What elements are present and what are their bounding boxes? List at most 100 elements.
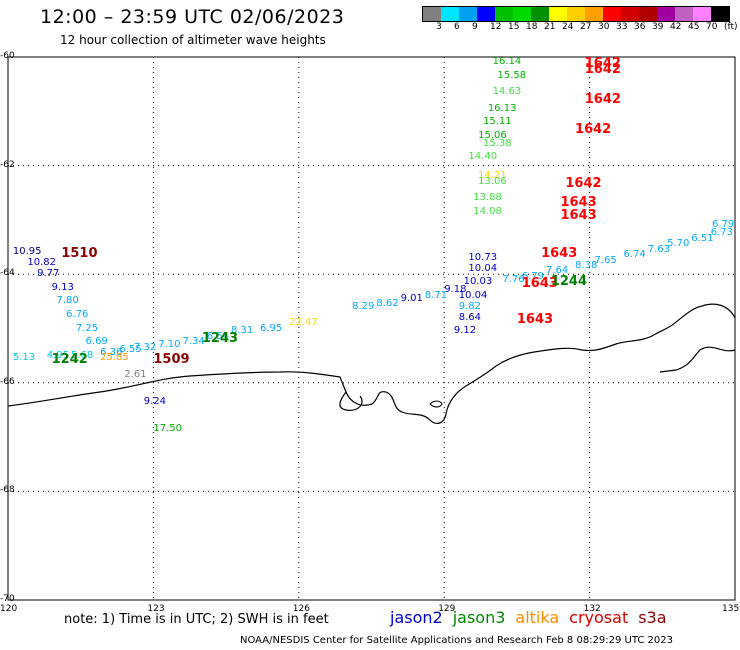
wave-height-value: 10.03	[463, 276, 493, 288]
satellite-name: jason2	[390, 608, 443, 627]
legend-label: 36	[634, 22, 646, 32]
wave-height-value: 6.55	[119, 344, 142, 356]
satellite-name: s3a	[638, 608, 667, 627]
latitude-tick-label: -64	[0, 268, 15, 279]
legend-swatch	[477, 7, 495, 21]
wave-height-value: 6.69	[85, 336, 108, 348]
longitude-tick-label: 132	[583, 604, 601, 614]
legend-label: 12	[490, 22, 502, 32]
legend-label: 9	[472, 22, 478, 32]
legend-label: 3	[436, 22, 442, 32]
longitude-tick-label: 135	[722, 604, 740, 614]
pass-number: 1643	[560, 208, 597, 224]
wave-height-value: 8.38	[575, 260, 598, 272]
legend-swatch	[441, 7, 459, 21]
wave-height-value: 7.63	[647, 243, 671, 255]
wave-height-value: 7.34	[182, 336, 205, 348]
legend-label: 42	[670, 22, 682, 32]
wave-height-value: 14.63	[492, 86, 522, 98]
pass-number: 1642	[584, 91, 621, 107]
wave-height-value: 22.47	[289, 317, 318, 329]
wave-height-value: 9.77	[37, 268, 60, 280]
wave-height-value: 6.76	[66, 308, 89, 320]
legend-swatch	[423, 7, 441, 21]
legend-label: 39	[652, 22, 664, 32]
legend-swatch	[675, 7, 693, 21]
wave-height-value: 7.80	[56, 295, 79, 307]
wave-height-value: 6.79	[712, 219, 735, 231]
pass-number: 1643	[560, 194, 597, 210]
pass-number: 1244	[550, 273, 587, 289]
longitude-tick-label: 126	[292, 604, 310, 614]
legend-label: 30	[598, 22, 610, 32]
legend-label: 70	[706, 22, 718, 32]
wave-height-value: 7.32	[134, 341, 157, 353]
pass-number: 1643	[521, 276, 558, 292]
wave-height-value: 25.85	[100, 352, 129, 364]
wave-height-value: 6.73	[710, 227, 734, 239]
legend-label: 27	[580, 22, 592, 32]
satellite-legend: jason2 jason3 altika cryosat s3a	[390, 608, 677, 627]
wave-height-value: 10.95	[12, 246, 42, 258]
pass-number: 1509	[153, 352, 190, 368]
wave-height-value: 9.24	[143, 395, 166, 407]
legend-swatch	[693, 7, 711, 21]
pass-number: 1642	[565, 175, 602, 191]
legend-swatch	[711, 7, 729, 21]
wave-height-value: 2.61	[124, 368, 147, 380]
satellite-name: cryosat	[569, 608, 629, 627]
latitude-tick-label: -62	[0, 159, 15, 170]
wave-height-value: 8.71	[424, 289, 448, 301]
coastline-island	[429, 400, 443, 408]
legend-label: 24	[562, 22, 574, 32]
latitude-tick-label: -70	[0, 594, 15, 604]
wave-height-value: 15.38	[482, 137, 512, 149]
wave-height-value: 9.01	[400, 292, 423, 304]
legend-label: 21	[544, 22, 556, 32]
legend-swatch	[459, 7, 477, 21]
wave-height-value: 8.29	[352, 300, 375, 312]
wave-height-value: 15.11	[482, 116, 512, 128]
wave-height-value: 6.54	[206, 330, 229, 342]
wave-height-value: 5.68	[71, 349, 94, 361]
coastline	[7, 303, 736, 424]
pass-number: 1242	[51, 352, 88, 368]
legend-swatch	[513, 7, 531, 21]
wave-height-value: 8.31	[230, 325, 254, 337]
wave-height-value: 5.70	[667, 238, 690, 250]
wave-height-value: 7.76	[502, 273, 525, 285]
legend-swatch	[495, 7, 513, 21]
wave-height-value: 9.18	[444, 284, 467, 296]
wave-height-value: 4.95	[46, 349, 70, 361]
wave-height-value: 9.13	[51, 281, 74, 293]
wave-height-value: 14.40	[468, 151, 498, 163]
pass-number: 1643	[516, 311, 554, 327]
legend-swatch	[531, 7, 549, 21]
wave-height-value: 7.64	[545, 265, 569, 277]
wave-height-value: 16.13	[487, 102, 517, 114]
color-scale-legend	[422, 6, 730, 22]
legend-label: 18	[526, 22, 538, 32]
wave-height-value: 13.06	[478, 175, 507, 187]
satellite-name: jason3	[452, 608, 506, 627]
wave-height-value: 13.88	[473, 192, 502, 204]
legend-swatch	[639, 7, 657, 21]
wave-height-value: 7.25	[75, 322, 99, 334]
legend-swatch	[585, 7, 603, 21]
page-title: 12:00 – 23:59 UTC 02/06/2023	[40, 6, 345, 28]
wave-height-value: 14.08	[473, 205, 502, 217]
longitude-tick-label: 129	[438, 604, 456, 614]
wave-height-value: 10.04	[458, 289, 488, 301]
wave-height-value: 6.79	[521, 270, 544, 282]
longitude-tick-label: 120	[0, 604, 18, 614]
wave-height-value: 6.51	[691, 232, 714, 244]
legend-swatch	[567, 7, 585, 21]
legend-swatch	[621, 7, 639, 21]
wave-height-value: 15.58	[497, 70, 527, 81]
latitude-tick-label: -66	[0, 376, 15, 387]
legend-label: 33	[616, 22, 628, 32]
pass-number: 1642	[575, 121, 612, 137]
wave-height-value: 17.50	[153, 422, 183, 434]
wave-height-value: 7.65	[594, 254, 617, 266]
legend-swatch	[657, 7, 675, 21]
